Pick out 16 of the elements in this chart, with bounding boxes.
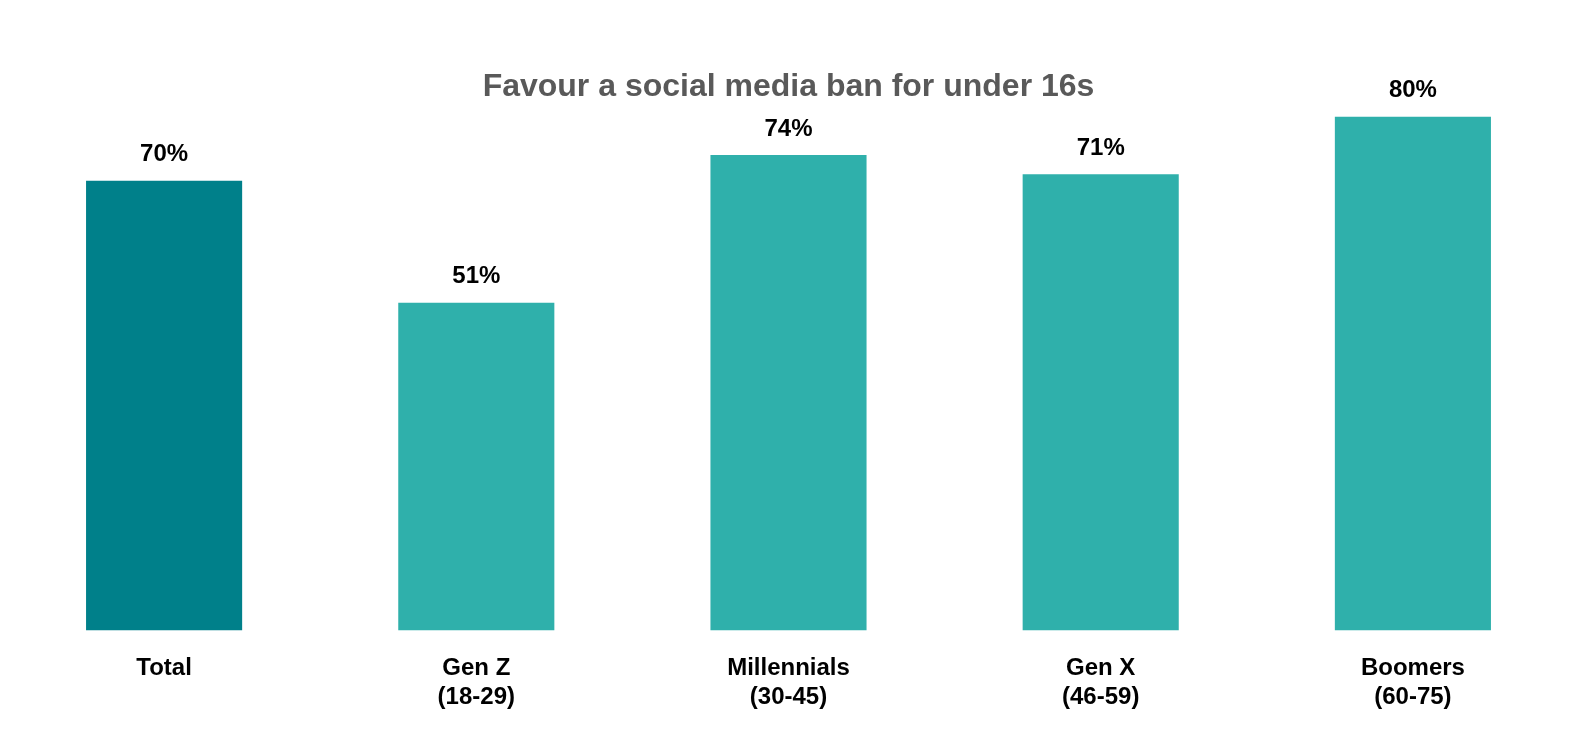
x-tick-label: Gen Z (18-29): [437, 653, 515, 710]
data-label: 80%: [1388, 75, 1437, 103]
x-tick-label: Millennials (30-45): [727, 653, 850, 710]
chart-title: Favour a social media ban for under 16s: [482, 67, 1095, 104]
bar: [1334, 116, 1491, 631]
data-label: 74%: [764, 113, 813, 141]
bar: [1022, 174, 1179, 631]
x-tick-label: Gen X (46-59): [1062, 653, 1140, 710]
data-label: 71%: [1076, 132, 1125, 160]
x-tick-label: Total: [136, 653, 192, 681]
bar: [398, 302, 555, 631]
x-tick-label: Boomers (60-75): [1360, 653, 1465, 710]
data-label: 70%: [140, 139, 189, 167]
data-label: 51%: [452, 261, 501, 289]
bar: [86, 180, 243, 631]
bar: [710, 154, 867, 631]
